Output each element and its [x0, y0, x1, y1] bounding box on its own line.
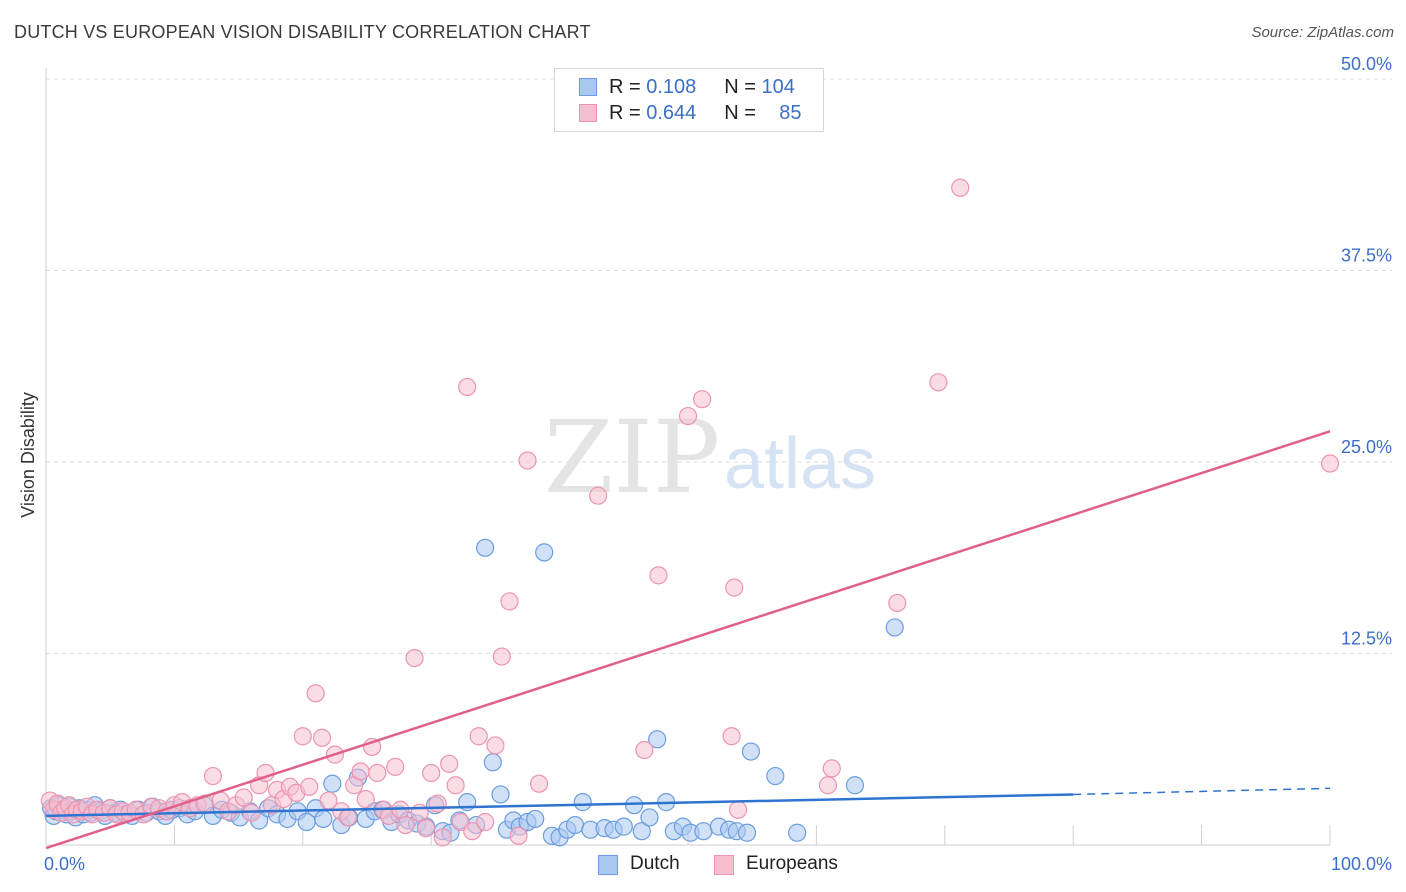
europeans-point: [518, 451, 537, 470]
europeans-point: [492, 647, 511, 666]
europeans-point: [678, 406, 698, 426]
europeans-point: [428, 794, 447, 813]
dutch-point: [737, 823, 757, 842]
europeans-r-label: R =: [609, 102, 647, 124]
europeans-point: [446, 776, 465, 795]
europeans-point: [500, 592, 519, 611]
dutch-point: [314, 809, 333, 829]
europeans-point: [312, 728, 332, 747]
dutch-point: [694, 822, 713, 841]
europeans-point: [589, 486, 608, 505]
europeans-point: [888, 593, 907, 613]
europeans-point: [396, 815, 415, 835]
dutch-n-label: N =: [724, 76, 762, 98]
stats-legend: R = 0.108 N = 104 R = 0.644 N = 85: [554, 68, 824, 132]
europeans-point: [649, 566, 668, 585]
europeans-point: [1320, 454, 1340, 473]
dutch-point: [535, 543, 554, 562]
europeans-point: [725, 578, 744, 597]
europeans-point: [469, 727, 488, 746]
axis-layer: 12.5% 25.0% 37.5% 50.0% 0.0% 100.0%: [44, 54, 1392, 874]
europeans-point: [416, 819, 436, 838]
europeans-point: [433, 828, 452, 847]
europeans-point: [405, 648, 424, 668]
dutch-n-value: 104: [761, 76, 795, 98]
dutch-trend-extension: [1073, 787, 1331, 796]
x-tick-label: 100.0%: [1331, 854, 1392, 874]
europeans-swatch-icon: [579, 104, 597, 122]
europeans-point: [529, 774, 549, 793]
europeans-point: [368, 763, 387, 783]
dutch-trend-line: [45, 793, 1074, 818]
europeans-point: [234, 788, 253, 807]
dutch-point: [483, 753, 502, 772]
europeans-point: [822, 759, 841, 778]
dutch-legend-label: Dutch: [630, 853, 680, 874]
watermark-atlas: atlas: [724, 424, 876, 504]
europeans-point: [486, 736, 505, 755]
y-axis-label: Vision Disability: [18, 392, 38, 518]
europeans-point: [693, 390, 712, 409]
europeans-point: [422, 763, 441, 783]
y-tick-label: 12.5%: [1341, 629, 1392, 649]
dutch-r-value: 0.108: [646, 76, 697, 98]
dutch-point: [491, 785, 510, 804]
europeans-point: [929, 373, 948, 392]
dutch-point: [565, 815, 585, 835]
dutch-point: [573, 793, 592, 812]
chart-title: DUTCH VS EUROPEAN VISION DISABILITY CORR…: [14, 22, 591, 42]
grid-layer: [46, 78, 1392, 654]
europeans-point: [463, 822, 482, 841]
europeans-point: [356, 789, 375, 809]
europeans-r-value: 0.644: [646, 102, 697, 124]
dutch-point: [624, 796, 644, 815]
dutch-point: [766, 766, 785, 786]
europeans-point: [458, 377, 477, 397]
x-tick-label: 0.0%: [44, 854, 85, 874]
europeans-legend-swatch-icon: [714, 855, 734, 875]
europeans-point: [386, 757, 405, 776]
dutch-point: [526, 809, 545, 829]
europeans-point: [300, 777, 319, 796]
europeans-point: [440, 754, 459, 773]
dutch-legend-swatch-icon: [598, 855, 618, 875]
europeans-point: [203, 766, 223, 786]
trend-layer: [45, 430, 1331, 850]
europeans-n-label: N =: [724, 102, 762, 124]
source-label: Source: ZipAtlas.com: [1251, 24, 1394, 41]
europeans-point: [351, 762, 370, 781]
dutch-point: [648, 730, 667, 749]
y-tick-label: 37.5%: [1341, 246, 1392, 266]
dutch-point: [614, 817, 633, 836]
europeans-point: [818, 776, 838, 795]
europeans-point: [293, 727, 312, 746]
europeans-point: [476, 812, 495, 832]
europeans-point: [722, 727, 741, 746]
y-tick-label: 25.0%: [1341, 437, 1392, 457]
dutch-r-label: R =: [609, 76, 647, 98]
dutch-point: [640, 808, 659, 827]
europeans-point: [306, 684, 325, 703]
europeans-point: [338, 808, 357, 827]
europeans-point: [635, 740, 654, 760]
dutch-point: [845, 776, 865, 795]
europeans-n-value: 85: [779, 102, 802, 124]
europeans-point: [951, 178, 970, 197]
dutch-point: [323, 774, 342, 793]
dutch-point: [741, 742, 761, 761]
y-tick-label: 50.0%: [1341, 54, 1392, 74]
dutch-point: [885, 618, 904, 637]
europeans-point: [509, 826, 528, 845]
dutch-point: [788, 823, 807, 842]
europeans-point: [728, 800, 748, 819]
dutch-point: [632, 822, 651, 841]
dutch-swatch-icon: [579, 78, 597, 96]
dutch-point: [476, 538, 495, 557]
europeans-legend-label: Europeans: [746, 853, 838, 874]
europeans-trend-line: [45, 430, 1331, 850]
